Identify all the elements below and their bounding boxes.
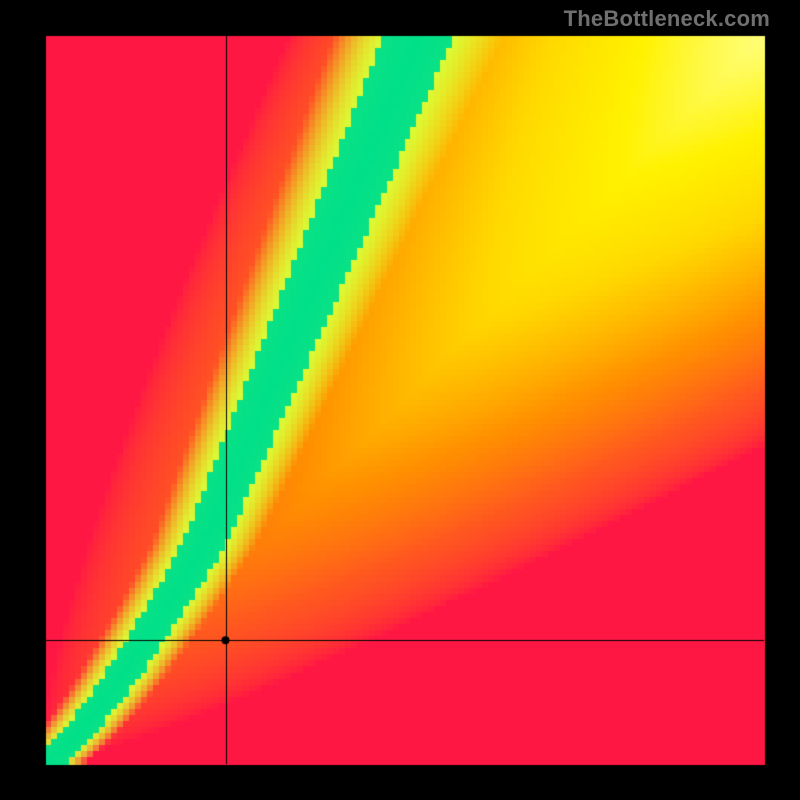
chart-root: { "watermark": { "text": "TheBottleneck.… — [0, 0, 800, 800]
bottleneck-heatmap — [0, 0, 800, 800]
watermark-text: TheBottleneck.com — [564, 6, 770, 32]
